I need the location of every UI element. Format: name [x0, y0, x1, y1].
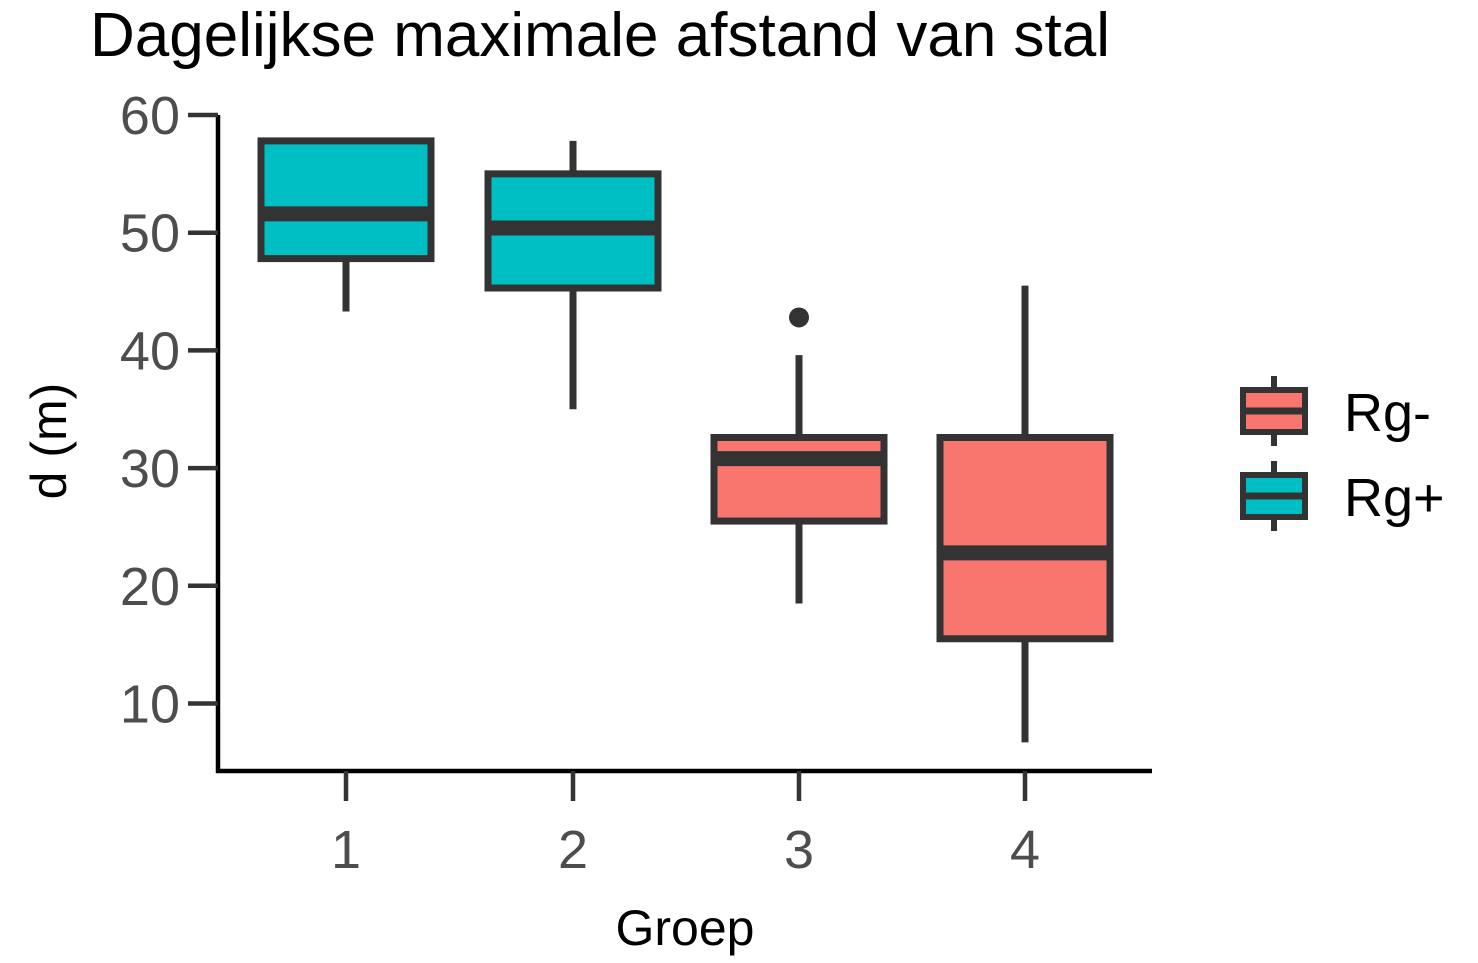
legend: Rg- Rg+ [1240, 376, 1445, 531]
chart-title: Dagelijkse maximale afstand van stal [90, 1, 1111, 70]
legend-item-1: Rg- [1240, 376, 1431, 446]
box-group-2 [484, 140, 662, 410]
y-tick-label: 50 [120, 204, 180, 264]
box-group-1 [257, 137, 435, 312]
y-axis-title: d (m) [21, 383, 77, 500]
box [257, 137, 435, 263]
axes-layer: 10 20 30 40 50 60 1 2 3 4 [120, 86, 1152, 880]
y-tick-label: 60 [120, 86, 180, 146]
box-group-3 [710, 307, 888, 604]
x-tick-label: 1 [331, 820, 361, 880]
legend-label: Rg- [1344, 383, 1431, 443]
x-tick-label: 2 [558, 820, 588, 880]
boxes-layer [257, 137, 1114, 743]
y-tick-label: 40 [120, 321, 180, 381]
box [936, 433, 1114, 643]
y-tick-label: 20 [120, 557, 180, 617]
x-tick-label: 4 [1010, 820, 1040, 880]
x-tick-label: 3 [784, 820, 814, 880]
box-group-4 [936, 285, 1114, 743]
y-tick-label: 30 [120, 439, 180, 499]
box [710, 433, 888, 525]
legend-item-2: Rg+ [1240, 461, 1445, 531]
y-tick-label: 10 [120, 675, 180, 735]
outlier-point [789, 307, 809, 328]
x-axis-title: Groep [616, 900, 755, 956]
legend-label: Rg+ [1344, 468, 1445, 528]
